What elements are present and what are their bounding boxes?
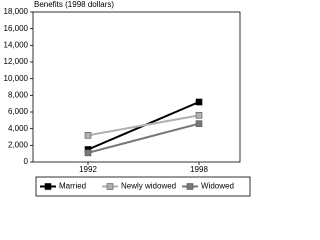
- legend-marker: [186, 183, 194, 190]
- series-line: [87, 114, 200, 137]
- y-tick-label: 4,000: [8, 124, 29, 133]
- legend-label: Newly widowed: [121, 182, 176, 191]
- y-tick-label: 14,000: [4, 40, 29, 49]
- y-tick-label: 8,000: [8, 90, 29, 99]
- y-axis-label: Benefits (1998 dollars): [34, 0, 114, 9]
- y-tick-label: 0: [24, 157, 29, 166]
- y-tick-label: 12,000: [4, 57, 29, 66]
- point: [195, 112, 203, 119]
- plot-frame: [32, 11, 241, 163]
- legend-box: [35, 176, 251, 197]
- point: [195, 120, 203, 127]
- y-tick-label: 2,000: [8, 140, 29, 149]
- y-tick-label: 16,000: [4, 24, 29, 33]
- x-tick-label: 1998: [190, 165, 208, 174]
- y-tick-label: 18,000: [4, 7, 29, 16]
- y-tick-label: 6,000: [8, 107, 29, 116]
- legend-marker: [44, 183, 52, 190]
- legend-label: Married: [59, 182, 86, 191]
- series-line: [87, 122, 200, 154]
- chart: Benefits (1998 dollars) 0 2,000 4,000 6,000…: [4, 0, 251, 197]
- point: [84, 132, 92, 139]
- y-tick-label: 10,000: [4, 74, 29, 83]
- point: [195, 98, 203, 106]
- point: [84, 149, 92, 157]
- x-tick-label: 1992: [79, 165, 97, 174]
- legend-marker: [106, 183, 114, 190]
- legend-label: Widowed: [201, 182, 234, 191]
